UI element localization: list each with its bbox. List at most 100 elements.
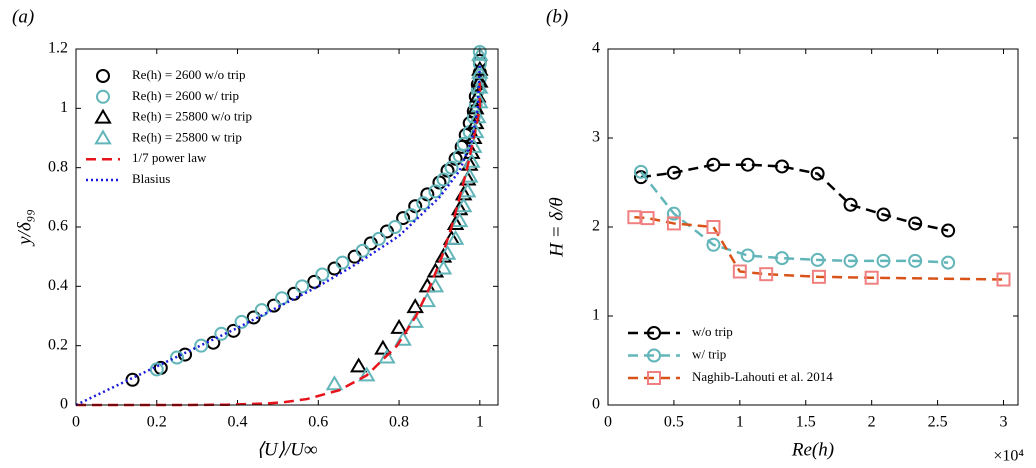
legend-label: Re(h) = 25800 w trip — [132, 129, 242, 144]
marker-circle — [666, 206, 681, 221]
y-tick-label: 1 — [592, 307, 600, 324]
marker-circle — [941, 255, 956, 270]
series — [627, 210, 1011, 287]
x-tick-label: 1 — [476, 414, 484, 431]
marker-triangle — [454, 197, 473, 213]
marker-triangle — [94, 108, 112, 124]
marker-circle — [908, 253, 923, 268]
y-tick-label: 0.6 — [48, 218, 68, 235]
marker-circle — [633, 164, 648, 179]
marker-circle — [408, 199, 423, 214]
marker-circle — [706, 237, 721, 252]
marker-triangle — [471, 78, 489, 94]
marker-circle — [666, 165, 681, 180]
marker-circle — [740, 157, 755, 172]
marker-circle — [647, 326, 661, 340]
marker-circle — [355, 243, 370, 258]
marker-square — [647, 371, 661, 385]
series — [75, 78, 482, 407]
marker-circle — [246, 310, 261, 325]
marker-triangle — [94, 129, 112, 145]
marker-circle — [843, 197, 858, 212]
legend-item: Naghib-Lahouti et al. 2014 — [628, 369, 833, 385]
x-offset-text: ×10⁴ — [993, 448, 1024, 465]
series — [633, 157, 956, 238]
x-tick-label: 0.6 — [308, 414, 328, 431]
x-tick-label: 1.5 — [796, 414, 816, 431]
x-tick-label: 1 — [736, 414, 744, 431]
x-tick-label: 3 — [999, 414, 1007, 431]
marker-square — [864, 270, 879, 285]
marker-circle — [363, 236, 378, 251]
marker-circle — [295, 279, 310, 294]
y-tick-label: 3 — [592, 129, 600, 146]
marker-circle — [444, 160, 459, 175]
x-tick-label: 2 — [868, 414, 876, 431]
legend-label: Re(h) = 2600 w/o trip — [132, 67, 245, 82]
series-line — [639, 171, 949, 264]
series — [633, 164, 956, 270]
marker-triangle — [434, 259, 453, 275]
legend-label: 1/7 power law — [132, 150, 207, 165]
marker-circle — [810, 166, 825, 181]
y-tick-label: 1 — [60, 99, 68, 116]
y-tick-label: 0.4 — [48, 277, 68, 294]
legend-label: Naghib-Lahouti et al. 2014 — [692, 369, 833, 384]
marker-triangle — [406, 312, 424, 328]
marker-circle — [941, 223, 956, 238]
marker-circle — [908, 216, 923, 231]
y-tick-label: 2 — [592, 218, 600, 235]
y-tick-label: 0 — [60, 396, 68, 413]
marker-triangle — [450, 212, 469, 228]
series — [325, 45, 489, 391]
marker-triangle — [460, 167, 479, 183]
marker-square — [811, 269, 826, 284]
legend-item: Blasius — [86, 171, 170, 186]
series-line — [75, 63, 482, 407]
panel-label: (a) — [12, 6, 34, 27]
marker-circle — [388, 220, 403, 234]
marker-triangle — [426, 277, 445, 293]
marker-triangle — [374, 339, 392, 355]
panel-label: (b) — [546, 6, 568, 27]
marker-circle — [416, 196, 431, 211]
marker-square — [640, 211, 655, 226]
marker-circle — [96, 89, 110, 104]
marker-circle — [335, 255, 350, 270]
marker-circle — [149, 362, 164, 377]
marker-circle — [371, 231, 386, 246]
y-tick-label: 0.8 — [48, 158, 68, 175]
marker-circle — [647, 348, 661, 363]
legend-item: w/o trip — [628, 324, 733, 340]
x-tick-label: 0 — [72, 414, 80, 431]
marker-circle — [420, 187, 435, 202]
axes-box — [75, 48, 499, 406]
legend-item: 1/7 power law — [86, 150, 207, 165]
marker-circle — [775, 159, 790, 174]
marker-triangle — [394, 330, 412, 346]
y-tick-label: 0 — [592, 396, 600, 413]
marker-triangle — [406, 298, 424, 314]
x-tick-label: 0.4 — [228, 414, 248, 431]
x-axis-label: Re(h) — [791, 439, 834, 460]
y-tick-label: 4 — [592, 40, 600, 57]
marker-square — [706, 220, 721, 234]
marker-circle — [379, 224, 394, 239]
marker-triangle — [458, 182, 477, 198]
series-line — [75, 78, 482, 407]
plot-area — [608, 49, 1018, 405]
marker-triangle — [467, 123, 485, 139]
legend-label: Re(h) = 2600 w/ trip — [132, 88, 239, 103]
legend-item: Re(h) = 2600 w/o trip — [96, 67, 245, 83]
marker-triangle — [471, 60, 489, 76]
series — [149, 44, 487, 377]
marker-square — [996, 272, 1011, 287]
marker-circle — [843, 253, 858, 268]
marker-triangle — [446, 229, 465, 245]
x-tick-label: 0.2 — [147, 414, 167, 431]
marker-triangle — [349, 357, 368, 373]
marker-circle — [876, 207, 891, 222]
legend-item: Re(h) = 2600 w/ trip — [96, 88, 239, 104]
legend-label: Re(h) = 25800 w/o trip — [132, 109, 252, 124]
